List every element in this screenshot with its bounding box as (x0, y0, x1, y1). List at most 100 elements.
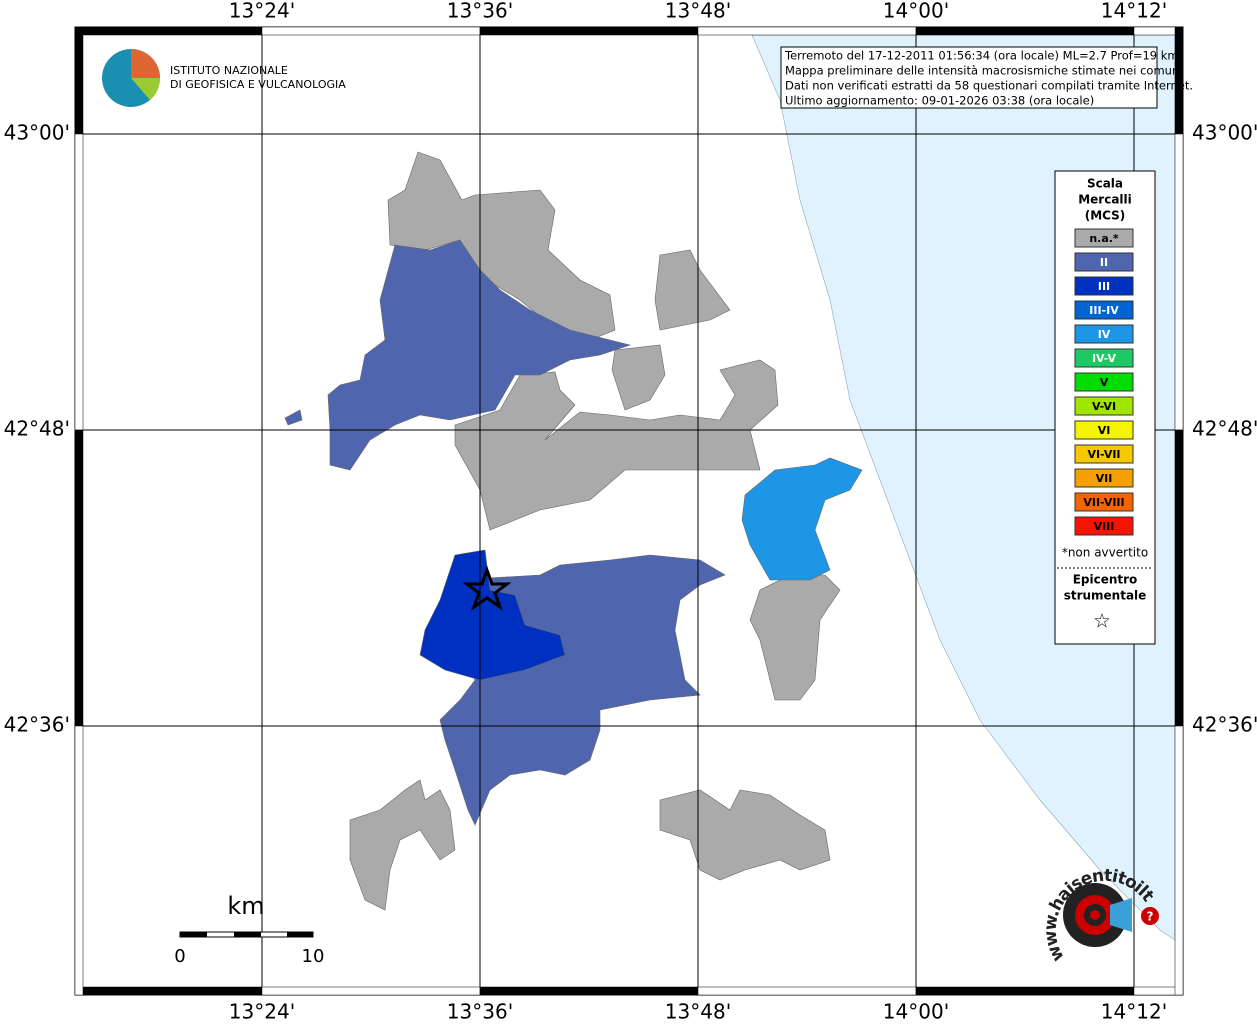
legend-epicenter: Epicentro (1073, 573, 1138, 587)
legend-label: n.a.* (1089, 232, 1119, 245)
info-box (780, 46, 1158, 109)
frame-band (74, 133, 84, 431)
region (654, 249, 731, 331)
frame-band (74, 26, 263, 36)
legend-swatch (1074, 372, 1134, 392)
scale-bar-seg (180, 932, 207, 937)
frame-band (915, 26, 1135, 36)
legend-label: V (1100, 376, 1109, 389)
lon-label: 14°12' (1101, 1000, 1167, 1024)
region (659, 789, 831, 881)
ingv-logo: ISTITUTO NAZIONALE DI GEOFISICA E VULCAN… (102, 49, 346, 107)
legend-swatch (1074, 396, 1134, 416)
lon-label: 13°36' (447, 0, 513, 23)
epicenter-star (462, 565, 512, 611)
legend-epicenter: strumentale (1064, 589, 1147, 603)
frame-band (697, 986, 917, 996)
institute-line: DI GEOFISICA E VULCANOLOGIA (170, 78, 346, 91)
legend-label: III-IV (1089, 304, 1119, 317)
frame-band (74, 725, 84, 996)
legend-star: ☆ (1093, 609, 1111, 633)
scale-bar-seg (287, 932, 313, 937)
info-line: Dati non verificati estratti da 58 quest… (785, 79, 1193, 93)
frame-band (697, 26, 917, 36)
legend-swatch (1074, 492, 1134, 512)
legend-label: IV (1098, 328, 1111, 341)
scale-bar: km 0 10 (174, 892, 324, 967)
lat-label: 42°48' (1192, 417, 1257, 441)
frame-band (261, 986, 481, 996)
legend-label: III (1098, 280, 1110, 293)
region (454, 359, 779, 531)
lat-label: 43°00' (4, 121, 70, 145)
lon-label: 14°00' (883, 0, 949, 23)
info-line: Terremoto del 17-12-2011 01:56:34 (ora l… (784, 49, 1179, 63)
legend-title: (MCS) (1085, 209, 1126, 223)
legend-label: IV-V (1092, 352, 1117, 365)
lon-label: 13°36' (447, 1000, 513, 1024)
legend-swatch (1074, 444, 1134, 464)
legend-title: Mercalli (1078, 193, 1132, 207)
frame-band (74, 986, 263, 996)
legend-label: VI (1098, 424, 1111, 437)
frame-band (74, 26, 84, 135)
info-text: Terremoto del 17-12-2011 01:56:34 (ora l… (784, 49, 1193, 108)
legend-swatch (1074, 228, 1134, 248)
globe-sector (131, 78, 161, 100)
region (327, 239, 632, 471)
legend-swatch (1074, 348, 1134, 368)
region (349, 779, 456, 911)
scale-bar-seg (234, 932, 261, 937)
legend-swatch (1074, 276, 1134, 296)
region (741, 457, 863, 581)
legend-label: VII (1096, 472, 1113, 485)
institute-line: ISTITUTO NAZIONALE (170, 64, 288, 77)
lon-label: 13°24' (229, 1000, 295, 1024)
lat-label: 43°00' (1192, 121, 1257, 145)
globe-sector (131, 49, 160, 78)
scale-label: 0 (174, 946, 185, 967)
legend-label: V-VI (1092, 400, 1116, 413)
grid: 13°24' 13°24' 13°36' 13°36' 13°48' 13°48' 14°0… (4, 0, 1257, 1024)
legend-label: VI-VII (1087, 448, 1120, 461)
legend-swatch (1074, 420, 1134, 440)
lon-label: 13°48' (665, 1000, 731, 1024)
frame-band (1174, 429, 1184, 727)
brand-mark: ? (1147, 910, 1154, 924)
region (611, 344, 666, 411)
legend-swatch (1074, 324, 1134, 344)
region (284, 409, 303, 426)
legend-swatch (1074, 300, 1134, 320)
frame-band (915, 986, 1135, 996)
regions (284, 151, 863, 911)
scale-unit: km (227, 892, 264, 920)
legend-label: VII-VIII (1083, 496, 1124, 509)
brand-speaker (1110, 898, 1132, 932)
legend-swatch (1074, 252, 1134, 272)
lon-label: 14°12' (1101, 0, 1167, 23)
info-line: Mappa preliminare delle intensità macros… (785, 64, 1182, 78)
legend-label: II (1100, 256, 1108, 269)
legend: ScalaMercalli(MCS)n.a.*IIIIIIII-IVIVIV-V… (1062, 177, 1148, 633)
frame-band (1174, 725, 1184, 996)
legend-label: VIII (1094, 520, 1115, 533)
scale-label: 10 (302, 946, 325, 967)
brand-ring (1090, 910, 1100, 920)
frame-band (479, 986, 699, 996)
lat-label: 42°36' (4, 713, 70, 737)
lon-label: 13°48' (665, 0, 731, 23)
frame-band (479, 26, 699, 36)
region (419, 549, 566, 681)
lat-label: 42°36' (1192, 713, 1257, 737)
frame-ticks (74, 26, 1184, 996)
legend-swatch (1074, 516, 1134, 536)
lon-label: 14°00' (883, 1000, 949, 1024)
lat-label: 42°48' (4, 417, 70, 441)
lon-label: 13°24' (229, 0, 295, 23)
legend-title: Scala (1087, 177, 1123, 191)
frame-band (1174, 133, 1184, 431)
brand-badge (1141, 907, 1159, 925)
legend-swatch (1074, 468, 1134, 488)
legend-note: *non avvertito (1062, 546, 1148, 560)
